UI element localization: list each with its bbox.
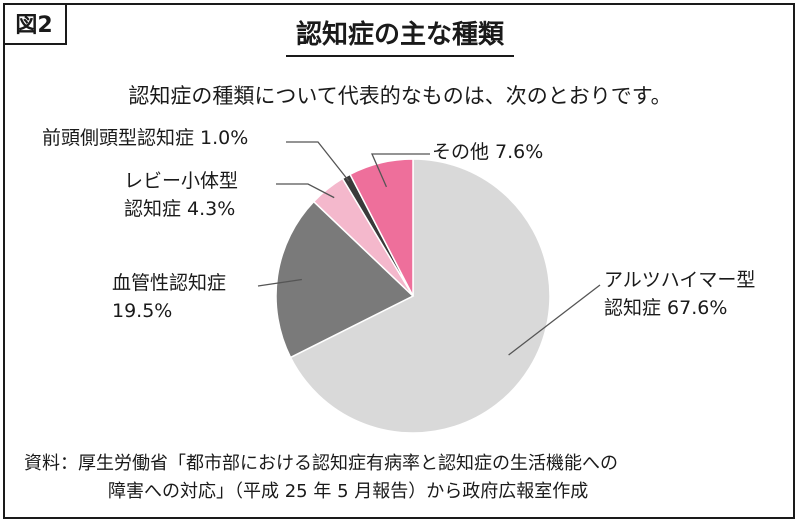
label-lewy: レビー小体型 認知症 4.3% <box>124 170 239 220</box>
slice-other <box>349 158 414 297</box>
slice-vascular <box>275 200 415 359</box>
label-alzheimer: アルツハイマー型 認知症 67.6% <box>604 269 756 319</box>
figure-frame <box>3 3 795 519</box>
leader-line <box>276 183 335 199</box>
leader-line <box>508 284 601 356</box>
leader-line <box>371 153 430 188</box>
label-vascular: 血管性認知症 19.5% <box>112 272 227 322</box>
label-other: その他 7.6% <box>432 141 544 163</box>
chart-subtitle: 認知症の種類について代表的なものは、次のとおりです。 <box>128 84 672 108</box>
chart-title: 認知症の主な種類 <box>0 14 800 57</box>
source-note: 資料：厚生労働省「都市部における認知症有病率と認知症の生活機能への 障害への対応… <box>24 453 618 502</box>
slice-alzheimer <box>289 158 551 434</box>
label-frontotemporal: 前頭側頭型認知症 1.0% <box>42 127 249 149</box>
leader-line <box>257 278 302 287</box>
leader-line <box>286 141 350 182</box>
figure-label: 図2 <box>3 3 67 45</box>
